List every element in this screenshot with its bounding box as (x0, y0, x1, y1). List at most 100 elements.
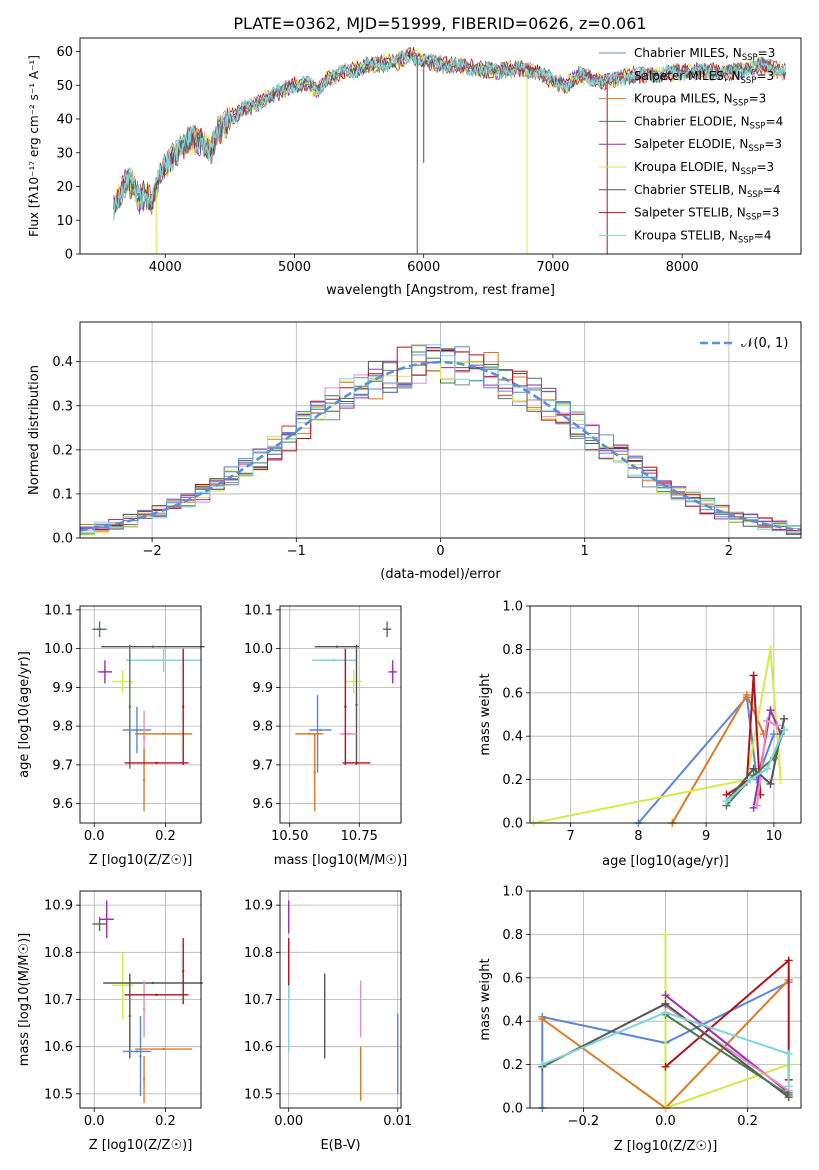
legend-label: Salpeter STELIB, N (634, 206, 746, 220)
weight-marker (784, 1082, 793, 1091)
y-tick-label: 10.5 (244, 1087, 273, 1102)
y-tick-label: 10.9 (44, 899, 73, 914)
weight-marker (780, 714, 789, 723)
y-axis-label: mass [log10(M/M☉)] (17, 933, 32, 1066)
data-point (105, 918, 108, 921)
legend-label: Kroupa ELODIE, N (634, 160, 741, 174)
x-tick-label: 10.50 (271, 829, 308, 844)
legend-label: Salpeter MILES, N (634, 69, 741, 83)
x-tick-label: 0.2 (737, 1114, 758, 1129)
legend-subscript: SSP (741, 167, 757, 177)
data-point (142, 1078, 146, 1081)
weight-line (541, 1011, 790, 1087)
y-tick-label: 0.2 (52, 443, 73, 458)
legend-suffix: =3 (764, 137, 782, 151)
x-axis-label: age [log10(age/yr)] (602, 854, 729, 869)
weight-marker (784, 1049, 793, 1058)
y-tick-label: 1.0 (502, 885, 523, 900)
mass-vs-metallicity-panel: 0.0 0.2 10.5 10.6 10.7 10.8 10.9 Z [log10(Z/Z☉)… (17, 890, 203, 1153)
x-tick-label: 7 (567, 829, 575, 844)
weight-line (533, 649, 782, 823)
y-tick-label: 0.0 (502, 1102, 523, 1117)
data-point (142, 736, 146, 739)
data-point (182, 969, 185, 973)
axes-frame (279, 890, 402, 1109)
data-point (142, 779, 146, 782)
data-point (346, 732, 350, 736)
weight-marker (722, 797, 731, 806)
y-tick-label: 0.2 (502, 1058, 523, 1073)
data-point (391, 670, 394, 674)
weight-vs-metallicity-panel: −0.2 0.0 0.2 0.0 0.2 0.4 0.6 0.8 1.0 Z [log10(Z/Z… (478, 885, 802, 1154)
residual-histogram (80, 345, 801, 534)
y-tick-label: 10.9 (244, 899, 273, 914)
legend-label: Kroupa STELIB, N (634, 228, 738, 242)
y-tick-label: 0.4 (52, 355, 73, 370)
legend-entry: Kroupa MILES, NSSP=3 (634, 92, 766, 109)
y-tick-label: 0.4 (502, 730, 523, 745)
data-point (335, 645, 339, 648)
legend-suffix: =4 (763, 183, 781, 197)
data-point (142, 1007, 146, 1011)
weight-marker (763, 764, 772, 773)
y-tick-label: 9.9 (52, 681, 73, 696)
legend-suffix: =3 (749, 92, 767, 106)
legend-entry: Salpeter ELODIE, NSSP=3 (634, 137, 782, 154)
x-tick-label: 4000 (149, 260, 182, 275)
y-tick-label: 10.6 (244, 1040, 273, 1055)
residual-histogram (80, 344, 801, 533)
y-tick-label: 0.8 (502, 928, 523, 943)
figure-title: PLATE=0362, MJD=51999, FIBERID=0626, z=0… (233, 14, 646, 33)
weight-vs-age-panel: 7 8 9 10 0.0 0.2 0.4 0.6 0.8 1.0 age [log10(age/yr… (478, 600, 802, 869)
legend-subscript: SSP (747, 190, 763, 200)
weight-marker (661, 930, 670, 939)
x-tick-label: 10 (766, 829, 783, 844)
weight-marker (784, 956, 793, 965)
y-axis-label: Normed distribution (27, 365, 42, 495)
x-tick-label: 9 (702, 829, 710, 844)
mass-vs-extinction-panel: 0.00 0.01 10.5 10.6 10.7 10.8 10.9 E(B-V) (244, 890, 412, 1153)
y-tick-label: 9.7 (52, 758, 73, 773)
data-point (344, 705, 347, 708)
x-axis-label: E(B-V) (320, 1138, 360, 1153)
spectrum-line (113, 48, 786, 212)
y-axis-label: mass weight (478, 673, 493, 755)
data-point (151, 981, 155, 985)
x-tick-label: 0.0 (84, 829, 105, 844)
y-tick-label: 9.6 (52, 797, 73, 812)
weight-marker (766, 645, 775, 654)
legend-subscript: SSP (741, 76, 757, 86)
weight-line (541, 979, 790, 1108)
weight-marker (784, 1090, 793, 1099)
legend-entry: 𝒩(0, 1) (741, 336, 788, 351)
y-tick-label: 9.7 (252, 758, 273, 773)
data-point (128, 705, 132, 708)
axes-frame (79, 605, 202, 824)
x-tick-label: 0.00 (274, 1114, 303, 1129)
y-tick-label: 0.0 (52, 532, 73, 547)
legend-suffix: =4 (754, 228, 772, 242)
legend-subscript: SSP (748, 144, 764, 154)
legend-subscript: SSP (742, 53, 758, 63)
x-tick-label: 0 (436, 544, 444, 559)
y-tick-label: 60 (56, 45, 73, 60)
y-tick-label: 0.6 (502, 971, 523, 986)
y-tick-label: 0.8 (502, 643, 523, 658)
legend-entry: Chabrier STELIB, NSSP=4 (634, 183, 781, 200)
weight-marker (661, 1062, 670, 1071)
legend-suffix: =3 (756, 69, 774, 83)
x-axis-label: wavelength [Angstrom, rest frame] (326, 283, 555, 298)
y-tick-label: 30 (56, 146, 73, 161)
x-axis-label: Z [log10(Z/Z☉)] (89, 1138, 193, 1153)
x-tick-label: 10.75 (341, 829, 378, 844)
legend-label: Salpeter ELODIE, N (634, 137, 748, 151)
data-point (135, 1050, 139, 1053)
data-point (182, 705, 185, 708)
legend-entry: Salpeter MILES, NSSP=3 (634, 69, 774, 86)
y-tick-label: 9.8 (52, 720, 73, 735)
spectrum-panel: 4000 5000 6000 7000 8000 0 10 20 30 40 50 60 Chabrie… (27, 37, 802, 298)
axes-frame (529, 605, 802, 824)
x-axis-label: Z [log10(Z/Z☉)] (89, 853, 193, 868)
data-point (162, 659, 165, 662)
